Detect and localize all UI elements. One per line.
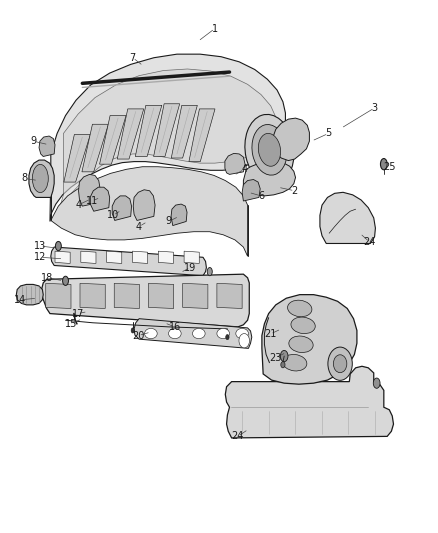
Polygon shape <box>80 284 105 309</box>
Ellipse shape <box>373 378 380 388</box>
Polygon shape <box>262 295 357 384</box>
Text: 23: 23 <box>269 352 282 362</box>
Ellipse shape <box>32 164 48 192</box>
Ellipse shape <box>333 355 347 373</box>
Ellipse shape <box>328 347 352 381</box>
Text: 13: 13 <box>34 241 46 251</box>
Polygon shape <box>158 251 173 263</box>
Ellipse shape <box>193 328 205 338</box>
Ellipse shape <box>381 158 387 170</box>
Ellipse shape <box>281 362 285 368</box>
Polygon shape <box>183 284 208 309</box>
Polygon shape <box>106 251 122 263</box>
Text: 21: 21 <box>264 329 276 339</box>
Text: 25: 25 <box>383 161 396 172</box>
Ellipse shape <box>217 328 230 338</box>
Polygon shape <box>225 154 245 174</box>
Polygon shape <box>42 274 249 327</box>
Polygon shape <box>135 106 162 157</box>
Polygon shape <box>51 247 206 276</box>
Ellipse shape <box>280 350 288 362</box>
Polygon shape <box>154 104 180 157</box>
Ellipse shape <box>288 300 312 317</box>
Polygon shape <box>46 284 71 309</box>
Polygon shape <box>320 192 375 244</box>
Polygon shape <box>56 69 277 223</box>
Polygon shape <box>134 319 252 349</box>
Ellipse shape <box>207 268 212 276</box>
Polygon shape <box>29 160 54 197</box>
Polygon shape <box>242 180 260 201</box>
Polygon shape <box>78 174 100 206</box>
Ellipse shape <box>291 317 315 334</box>
Polygon shape <box>273 118 309 160</box>
Polygon shape <box>16 285 43 305</box>
Polygon shape <box>133 190 155 221</box>
Polygon shape <box>99 116 126 164</box>
Ellipse shape <box>245 115 294 185</box>
Text: 19: 19 <box>184 263 197 272</box>
Polygon shape <box>132 251 148 263</box>
Text: 3: 3 <box>371 103 378 113</box>
Polygon shape <box>184 251 199 263</box>
Text: 10: 10 <box>107 211 119 220</box>
Ellipse shape <box>169 328 181 338</box>
Polygon shape <box>55 251 70 263</box>
Text: 20: 20 <box>132 330 145 341</box>
Polygon shape <box>117 109 144 159</box>
Ellipse shape <box>239 334 250 348</box>
Text: 24: 24 <box>232 431 244 441</box>
Text: 12: 12 <box>34 252 46 262</box>
Polygon shape <box>112 196 131 221</box>
Polygon shape <box>90 187 110 211</box>
Text: 9: 9 <box>166 216 172 227</box>
Text: 9: 9 <box>30 136 36 146</box>
Text: 17: 17 <box>72 309 85 319</box>
Polygon shape <box>50 54 286 222</box>
Polygon shape <box>81 251 96 263</box>
Text: 4: 4 <box>75 200 81 210</box>
Ellipse shape <box>283 354 307 371</box>
Text: 2: 2 <box>292 186 298 196</box>
Text: 18: 18 <box>41 273 53 283</box>
Polygon shape <box>171 106 198 158</box>
Polygon shape <box>225 366 393 438</box>
Ellipse shape <box>56 241 61 251</box>
Ellipse shape <box>226 335 229 340</box>
Text: 11: 11 <box>86 196 98 206</box>
Polygon shape <box>51 167 247 256</box>
Polygon shape <box>217 284 242 309</box>
Polygon shape <box>244 161 296 196</box>
Ellipse shape <box>145 328 157 338</box>
Polygon shape <box>189 109 215 161</box>
Text: 16: 16 <box>169 322 181 332</box>
Text: 6: 6 <box>258 191 264 201</box>
Ellipse shape <box>258 133 281 166</box>
Text: 15: 15 <box>65 319 77 329</box>
Text: 4: 4 <box>136 222 142 232</box>
Ellipse shape <box>289 336 313 352</box>
Polygon shape <box>39 136 55 157</box>
Text: 5: 5 <box>325 128 332 139</box>
Ellipse shape <box>131 328 134 333</box>
Polygon shape <box>171 204 187 225</box>
Text: 14: 14 <box>14 295 27 305</box>
Polygon shape <box>148 284 174 309</box>
Text: 24: 24 <box>364 237 376 247</box>
Ellipse shape <box>236 328 248 338</box>
Polygon shape <box>64 134 90 182</box>
Ellipse shape <box>63 276 68 286</box>
Ellipse shape <box>252 125 287 175</box>
Text: 7: 7 <box>130 53 136 63</box>
Text: 8: 8 <box>21 173 28 183</box>
Text: 1: 1 <box>212 23 218 34</box>
Polygon shape <box>114 284 139 309</box>
Text: 4: 4 <box>241 164 247 174</box>
Polygon shape <box>82 124 109 172</box>
